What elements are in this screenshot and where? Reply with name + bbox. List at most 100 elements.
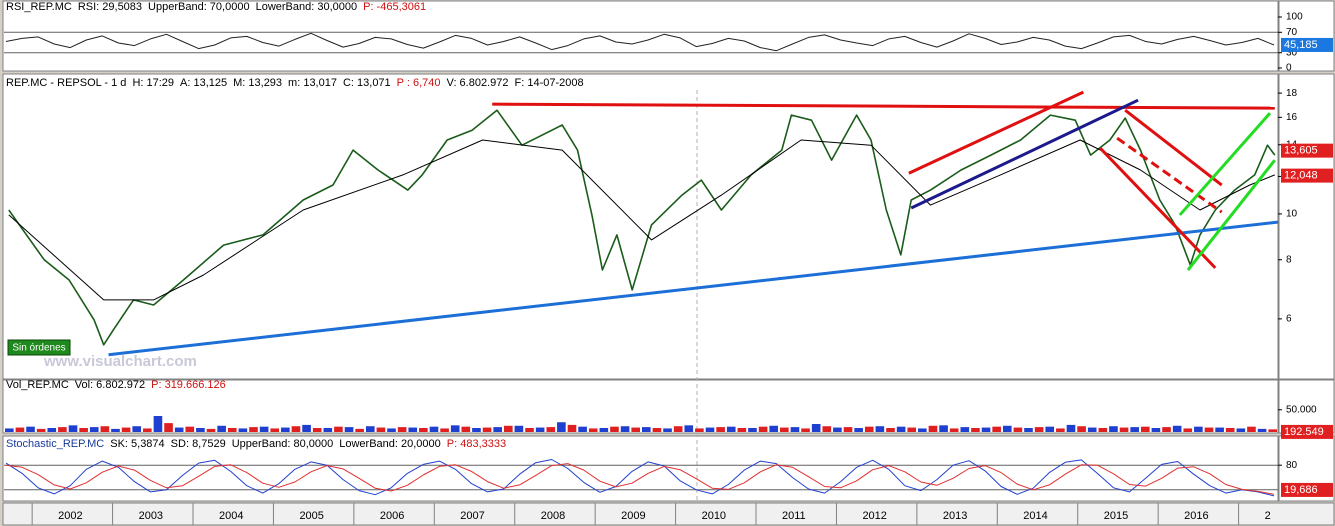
header-item: LowerBand: 20,0000 [339,438,441,450]
trend-line [910,98,1139,210]
volume-bar [36,428,46,432]
price-axis [1278,73,1335,380]
volume-bar [535,427,545,432]
volume-bar [843,427,853,432]
y-tick-label: 8 [1286,254,1292,265]
x-tick-label: 2005 [299,510,323,522]
volume-bar [567,424,577,432]
header-item: C: 13,071 [343,77,391,89]
x-tick-label: 2007 [460,510,484,522]
date-axis [2,502,1335,526]
volume-bar [1257,428,1267,432]
header-item: M: 13,293 [233,77,282,89]
volume-bar [387,428,396,432]
price-panel [2,73,1279,380]
volume-bar [249,427,258,432]
volume-bar [790,427,800,432]
volume-bar [174,427,184,432]
volume-bar [503,425,513,432]
watermark: www.visualchart.com [43,353,197,370]
volume-bar [716,427,725,432]
volume-bar [737,428,747,432]
volume-bar [472,428,481,432]
volume-bar [748,428,757,432]
volume-bar [47,428,57,432]
volume-bar [238,428,248,432]
volume-bar [270,428,280,432]
volume-bar [620,426,630,432]
volume-bar [89,427,99,432]
x-tick-label: 2014 [1023,510,1047,522]
volume-bar [153,416,163,432]
volume-bar [833,427,842,432]
volume-bar [344,427,354,432]
volume-bar [875,426,885,432]
header-item: P: 483,3333 [447,438,506,450]
volume-bar [1056,428,1065,432]
volume-bar [971,428,980,432]
volume-bar [1247,426,1256,432]
trend-line [108,220,1278,357]
rsi-axis [1278,0,1335,72]
y-tick-label: 100 [1286,12,1303,23]
value-marker [1281,143,1333,158]
header-item: SD: 8,7529 [171,438,226,450]
plot [5,459,1275,497]
volume-bar [121,427,131,432]
orders-badge [7,339,71,356]
header-item: P : 6,740 [397,77,441,89]
header-item: P: 319.666.126 [151,379,226,391]
volume-bar [663,428,672,432]
volume-bar [1140,426,1150,432]
panel-header: RSI_REP.MC RSI: 29,5083 UpperBand: 70,0000… [6,1,426,13]
y-tick-label: 10 [1286,209,1298,220]
volume-bar [1109,426,1118,432]
header-item: REP.MC - REPSOL - 1 d [6,77,126,89]
volume-bar [780,427,789,432]
volume-bar [1172,425,1182,432]
volume-bar [1215,427,1224,432]
volume-bar [588,428,598,432]
value-marker [1281,37,1333,52]
volume-bar [1162,427,1171,432]
volume-bar [58,427,67,432]
volume-bar [949,428,959,432]
panel-header: Stochastic_REP.MC SK: 5,3874 SD: 8,7529 Upp… [6,438,506,450]
x-tick-label: 2010 [702,510,726,522]
series-line [5,32,1275,52]
volume-bar [1045,426,1055,432]
volume-bar [408,427,418,432]
volume-bar [206,428,216,432]
value-marker-label: 192.549 [1284,426,1324,438]
volume-bar [450,425,460,432]
volume-bar [578,426,587,432]
x-tick-label: 2008 [541,510,565,522]
volume-bar [514,425,524,432]
volume-bar [907,427,917,432]
volume-bar [546,427,556,432]
panel-header: REP.MC - REPSOL - 1 d H: 17:29 A: 13,125 M:… [6,77,584,89]
value-marker [1281,168,1333,183]
volume-bar [1013,427,1023,432]
volume-bar [1204,427,1214,432]
header-item: Stochastic_REP.MC [6,438,104,450]
x-tick-label: 2012 [862,510,886,522]
value-marker-label: 19,686 [1284,484,1318,496]
volume-bar [1183,428,1193,432]
header-item: H: 17:29 [132,77,174,89]
volume-bar [79,428,88,432]
header-item: RSI: 29,5083 [78,1,142,13]
volume-bar [419,428,428,432]
volume-bar [355,428,364,432]
volume-bar [1194,426,1203,432]
volume-bar [918,428,927,432]
orders-text: Sin órdenes [12,343,65,354]
volume-bar [1077,426,1086,432]
volume-bar [291,426,301,432]
header-item: V: 6.802.972 [447,77,509,89]
y-tick-label: 0 [1286,63,1292,74]
volume-bar [493,427,502,432]
y-tick-label: 50.000 [1286,404,1317,415]
volume-bar [185,426,195,432]
volume-bar [5,428,14,432]
